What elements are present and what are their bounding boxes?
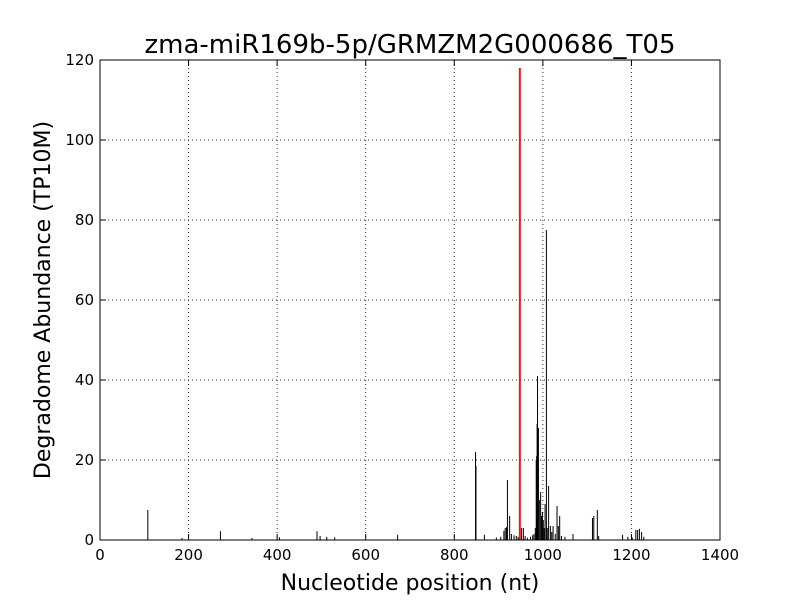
y-tick-label: 100	[65, 131, 94, 149]
y-tick-label: 120	[65, 51, 94, 69]
x-tick-label: 1200	[612, 546, 650, 564]
x-tick-label: 800	[440, 546, 469, 564]
y-tick-label: 80	[75, 211, 94, 229]
y-tick-label: 60	[75, 291, 94, 309]
y-tick-label: 40	[75, 371, 94, 389]
chart-title: zma-miR169b-5p/GRMZM2G000686_T05	[144, 30, 675, 60]
y-tick-label: 20	[75, 451, 94, 469]
x-axis-label: Nucleotide position (nt)	[281, 571, 540, 596]
x-tick-label: 600	[351, 546, 380, 564]
ticks-layer: 0 200 400 600 800 1000 1200 1400 0 20 40 60 80 100 120	[65, 51, 739, 564]
grid-layer	[100, 60, 720, 540]
y-tick-label: 0	[84, 531, 94, 549]
x-tick-label: 400	[263, 546, 292, 564]
x-tick-label: 1400	[701, 546, 739, 564]
y-axis-label: Degradome Abundance (TP10M)	[31, 121, 56, 479]
bars-layer	[147, 68, 645, 540]
x-tick-label: 0	[95, 546, 105, 564]
x-tick-label: 200	[174, 546, 203, 564]
x-tick-label: 1000	[524, 546, 562, 564]
